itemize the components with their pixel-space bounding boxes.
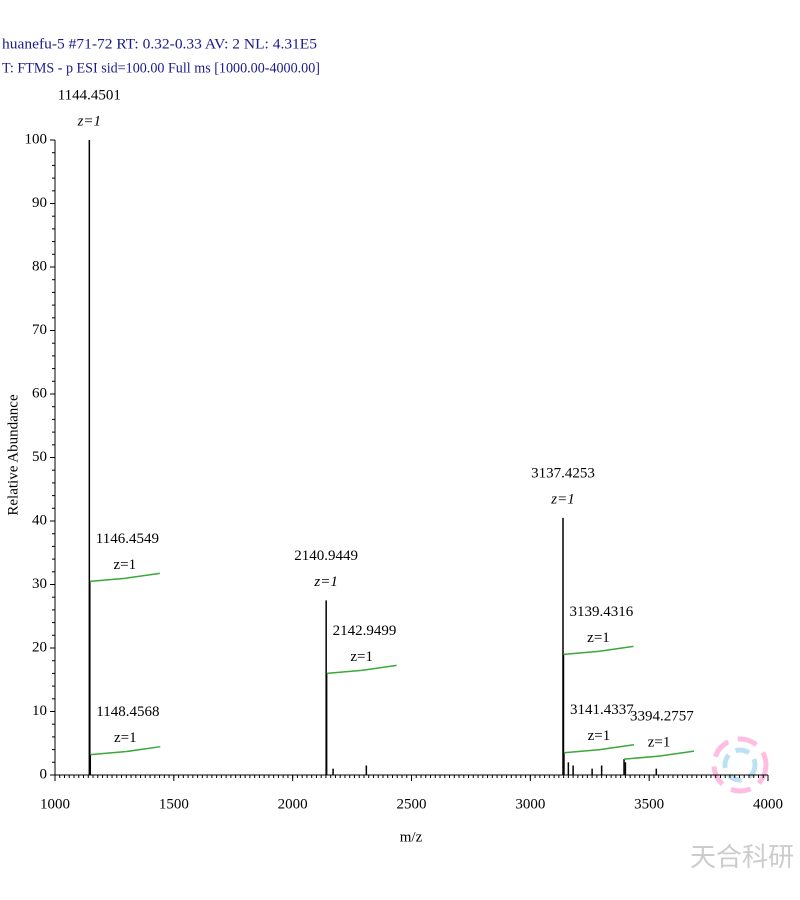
y-tick-label: 80 xyxy=(32,258,47,274)
isotope-envelope xyxy=(361,664,397,672)
y-axis-label: Relative Abundance xyxy=(5,394,21,516)
watermark: 天合科研 xyxy=(690,843,794,872)
y-tick-label: 90 xyxy=(32,195,47,211)
peak-label: 2142.9499 xyxy=(333,623,397,639)
x-tick-label: 4000 xyxy=(753,796,783,812)
isotope-envelope xyxy=(598,645,634,653)
x-tick-label: 1000 xyxy=(40,796,70,812)
isotope-envelope xyxy=(326,669,362,675)
isotope-envelope xyxy=(598,744,635,751)
charge-label: z=1 xyxy=(114,730,137,746)
x-tick-label: 3000 xyxy=(515,796,545,812)
charge-label: z=1 xyxy=(588,728,611,744)
y-tick-label: 20 xyxy=(32,639,47,655)
x-tick-label: 2000 xyxy=(278,796,308,812)
header-line: T: FTMS - p ESI sid=100.00 Full ms [1000… xyxy=(2,60,320,76)
charge-label: z=1 xyxy=(313,574,337,590)
header-line: huanefu-5 #71-72 RT: 0.32-0.33 AV: 2 NL:… xyxy=(2,36,317,52)
isotope-envelope xyxy=(563,650,599,656)
isotope-envelope xyxy=(563,749,600,754)
peak-label: 3139.4316 xyxy=(569,604,633,620)
charge-label: z=1 xyxy=(587,630,610,646)
peak-label: 3394.2757 xyxy=(630,709,694,725)
x-tick-label: 3500 xyxy=(634,796,664,812)
y-tick-label: 40 xyxy=(32,512,47,528)
peak-label: 3141.4337 xyxy=(570,702,634,718)
charge-label: z=1 xyxy=(550,491,574,507)
charge-label: z=1 xyxy=(113,557,136,573)
y-tick-label: 60 xyxy=(32,385,47,401)
y-tick-label: 100 xyxy=(25,131,48,147)
peak-label: 1146.4549 xyxy=(96,531,159,547)
peak-label: 1144.4501 xyxy=(58,87,121,103)
watermark-logo xyxy=(711,736,769,794)
y-tick-label: 30 xyxy=(32,576,47,592)
isotope-envelope xyxy=(89,577,125,583)
peak-label: 3137.4253 xyxy=(531,465,595,481)
y-tick-label: 50 xyxy=(32,449,47,465)
charge-label: z=1 xyxy=(648,735,671,751)
x-axis-label: m/z xyxy=(400,829,423,845)
y-tick-label: 70 xyxy=(32,322,47,338)
isotope-envelope xyxy=(623,755,660,760)
y-tick-label: 0 xyxy=(40,766,48,782)
charge-label: z=1 xyxy=(77,113,101,129)
isotope-envelope xyxy=(125,745,161,753)
isotope-envelope xyxy=(124,572,160,580)
isotope-envelope xyxy=(90,750,126,756)
y-tick-label: 10 xyxy=(32,703,47,719)
peak-label: 2140.9449 xyxy=(294,548,358,564)
x-tick-label: 1500 xyxy=(159,796,189,812)
peak-label: 1148.4568 xyxy=(96,704,159,720)
charge-label: z=1 xyxy=(350,649,373,665)
x-tick-label: 2500 xyxy=(397,796,427,812)
isotope-envelope xyxy=(658,750,695,757)
